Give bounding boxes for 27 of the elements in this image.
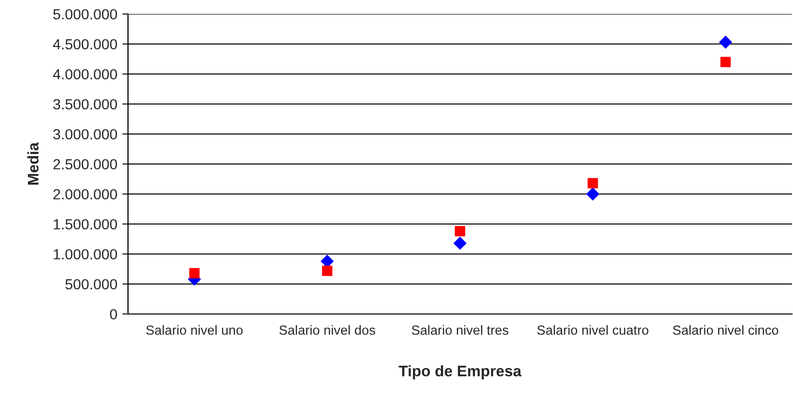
x-axis-title: Tipo de Empresa: [398, 365, 522, 380]
y-tick-label: 2.500.000: [53, 159, 118, 170]
y-tick-label: 0: [110, 309, 118, 320]
y-axis-title: Media: [27, 142, 39, 185]
y-tick-label: 2.000.000: [53, 189, 118, 200]
point: [588, 178, 598, 188]
y-tick-label: 4.500.000: [53, 39, 118, 50]
x-tick-label: Salario nivel cinco: [673, 325, 778, 335]
point: [720, 56, 731, 68]
point: [189, 268, 200, 278]
x-tick-label: Salario nivel cuatro: [537, 325, 648, 335]
point: [320, 254, 334, 268]
point: [453, 236, 467, 250]
y-tick-label: 4.000.000: [53, 69, 118, 80]
x-tick-label: Salario nivel tres: [412, 325, 508, 335]
y-tick-label: 3.500.000: [53, 99, 118, 110]
y-tick-label: 5.000.000: [53, 9, 118, 20]
point: [586, 187, 600, 201]
point: [719, 36, 732, 49]
y-tick-label: 500.000: [65, 279, 118, 290]
point: [454, 226, 466, 236]
point: [322, 266, 332, 276]
y-tick-label: 1.500.000: [54, 219, 118, 230]
y-tick-label: 3.000.000: [53, 129, 118, 140]
y-tick-label: 1.000.000: [54, 249, 118, 260]
x-tick-label: Salario nivel uno: [146, 325, 243, 335]
x-tick-label: Salario nivel dos: [279, 325, 376, 335]
